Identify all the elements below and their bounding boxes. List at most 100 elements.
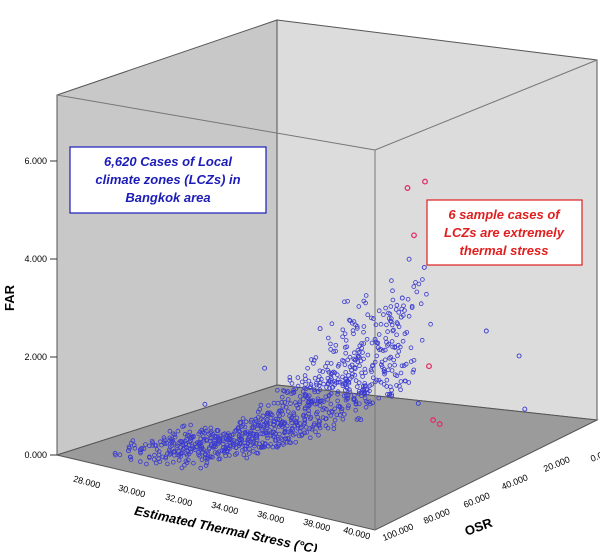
lcz-cloud-point — [389, 319, 394, 325]
lcz-cloud-point — [310, 398, 316, 403]
lcz-cloud-point — [297, 401, 302, 407]
lcz-cloud-point — [178, 450, 184, 456]
lcz-cloud-point — [320, 415, 326, 420]
lcz-cloud-point — [403, 361, 409, 367]
lcz-cloud-point — [241, 452, 247, 458]
lcz-data-point — [375, 345, 381, 351]
lcz-cloud-point — [128, 454, 133, 460]
lcz-data-point — [326, 378, 332, 384]
lcz-cloud-point — [276, 408, 282, 414]
lcz-cloud-point — [218, 433, 223, 439]
lcz-cloud-point — [382, 369, 388, 375]
lcz-cloud-point — [321, 405, 327, 411]
lcz-cloud-point — [346, 380, 352, 386]
lcz-cloud-point — [369, 369, 374, 374]
lcz-cloud-point — [325, 360, 330, 366]
lcz-cloud-point — [347, 389, 353, 395]
lcz-cloud-point — [167, 449, 172, 455]
lcz-cloud-point — [329, 408, 335, 414]
lcz-cloud-point — [352, 392, 357, 398]
lcz-cloud-point — [258, 402, 264, 408]
lcz-data-point — [262, 365, 268, 371]
lcz-data-point — [169, 439, 175, 445]
lcz-cloud-point — [343, 376, 349, 382]
lcz-cloud-point — [385, 391, 390, 397]
osr-tick-label: 80.000 — [422, 506, 451, 526]
annotation-lcz-cases-line: Bangkok area — [125, 190, 210, 205]
lcz-cloud-point — [181, 423, 187, 429]
lcz-cloud-point — [276, 441, 281, 447]
lcz-data-point — [215, 428, 221, 434]
lcz-cloud-point — [287, 375, 293, 380]
lcz-cloud-point — [360, 350, 365, 355]
lcz-cloud-point — [206, 456, 211, 461]
lcz-cloud-point — [303, 382, 308, 387]
lcz-cloud-point — [247, 451, 252, 456]
lcz-cloud-point — [317, 398, 323, 404]
lcz-cloud-point — [303, 376, 308, 382]
lcz-data-point — [329, 379, 335, 385]
lcz-cloud-point — [227, 433, 232, 438]
lcz-cloud-point — [131, 442, 137, 448]
lcz-cloud-point — [295, 375, 301, 380]
lcz-cloud-point — [239, 437, 245, 442]
lcz-cloud-point — [316, 422, 322, 427]
lcz-cloud-point — [346, 403, 351, 408]
lcz-cloud-point — [306, 399, 312, 405]
lcz-data-point — [164, 440, 170, 446]
lcz-cloud-point — [175, 428, 181, 434]
lcz-cloud-point — [289, 381, 295, 386]
lcz-cloud-point — [332, 406, 338, 412]
lcz-cloud-point — [343, 370, 349, 375]
lcz-cloud-point — [311, 387, 317, 392]
lcz-cloud-point — [388, 316, 394, 321]
lcz-cloud-point — [200, 434, 206, 439]
lcz-cloud-point — [280, 419, 286, 425]
lcz-cloud-point — [325, 375, 331, 381]
lcz-cloud-point — [255, 450, 261, 456]
lcz-cloud-point — [300, 413, 306, 419]
lcz-cloud-point — [143, 442, 148, 447]
lcz-cloud-point — [382, 371, 387, 377]
lcz-cloud-point — [306, 378, 312, 384]
lcz-cloud-point — [169, 443, 175, 448]
lcz-cloud-point — [157, 459, 163, 464]
lcz-cloud-point — [378, 321, 384, 327]
lcz-cloud-point — [346, 373, 351, 378]
lcz-cloud-point — [299, 379, 305, 385]
lcz-cloud-point — [336, 379, 341, 385]
thermal-tick-label: 38.000 — [302, 517, 331, 534]
lcz-data-point — [522, 406, 528, 412]
lcz-cloud-point — [330, 384, 336, 390]
lcz-data-point — [306, 393, 312, 399]
annotation-thermal-stress-line: LCZs are extremely — [444, 225, 565, 240]
lcz-cloud-point — [291, 387, 297, 393]
lcz-data-point — [372, 336, 378, 342]
lcz-cloud-point — [172, 432, 178, 438]
lcz-cloud-point — [361, 329, 366, 335]
lcz-cloud-point — [282, 429, 288, 434]
lcz-cloud-point — [340, 334, 345, 340]
lcz-cloud-point — [285, 397, 291, 402]
lcz-cloud-point — [212, 450, 218, 455]
lcz-cloud-point — [167, 435, 173, 441]
annotation-thermal-stress-cases: 6 sample cases of LCZs are extremely the… — [426, 199, 583, 266]
lcz-cloud-point — [196, 440, 202, 445]
lcz-cloud-point — [127, 445, 132, 451]
lcz-cloud-point — [365, 399, 370, 405]
lcz-cloud-point — [384, 377, 390, 383]
lcz-cloud-point — [287, 377, 293, 383]
lcz-cloud-point — [252, 443, 257, 449]
lcz-cloud-point — [304, 430, 310, 435]
lcz-cloud-point — [185, 448, 191, 454]
lcz-cloud-point — [183, 442, 189, 447]
lcz-cloud-point — [204, 438, 210, 443]
lcz-cloud-point — [212, 438, 217, 444]
lcz-cloud-point — [396, 324, 402, 330]
lcz-cloud-point — [353, 378, 359, 383]
lcz-cloud-point — [342, 331, 348, 337]
lcz-cloud-point — [373, 322, 379, 328]
lcz-cloud-point — [239, 434, 244, 439]
lcz-data-point — [238, 420, 244, 426]
lcz-cloud-point — [387, 311, 393, 317]
